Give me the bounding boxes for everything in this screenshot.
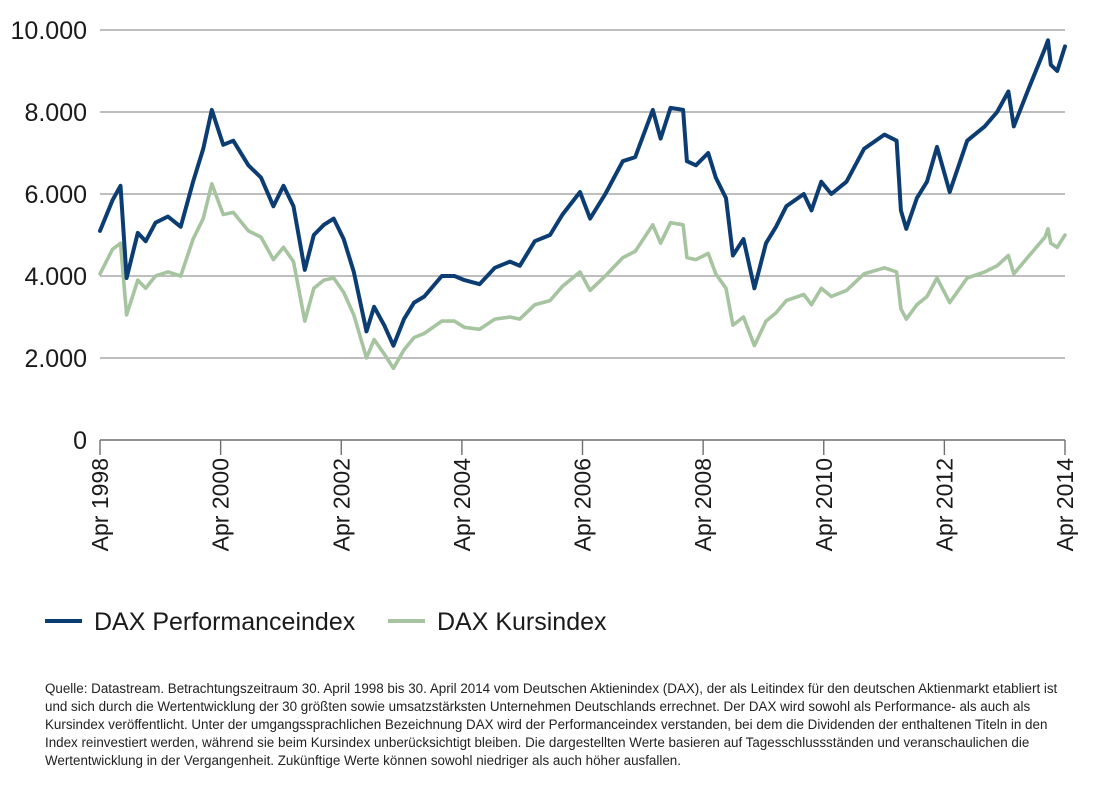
series-lines [98,38,1067,371]
x-tick-label: Apr 2014 [1052,458,1078,552]
x-tick-label: Apr 2004 [449,458,475,552]
x-tick-label: Apr 2010 [811,458,837,551]
x-tick-label: Apr 2000 [208,458,234,551]
y-tick-label: 2.000 [24,345,87,373]
legend-label-kurs: DAX Kursindex [437,608,607,636]
series-line-performance [98,38,1067,348]
y-tick-label: 8.000 [24,99,87,127]
x-tick-label: Apr 2008 [690,458,716,551]
legend-label-performance: DAX Performanceindex [94,608,356,636]
y-tick-label: 6.000 [24,181,87,209]
y-tick-label: 4.000 [24,263,87,291]
y-tick-label: 0 [73,427,87,455]
x-tick-label: Apr 1998 [87,458,113,551]
y-tick-label: 10.000 [11,17,87,45]
x-tick-label: Apr 2006 [570,458,596,551]
source-footnote: Quelle: Datastream. Betrachtungszeitraum… [45,681,1058,768]
x-axis: Apr 1998 Apr 2000 Apr 2002 Apr 2004 Apr 2006… [87,439,1078,552]
x-tick-label: Apr 2002 [328,458,354,551]
series-line-kurs [98,182,1067,371]
legend: DAX Performanceindex DAX Kursindex [45,608,607,636]
x-tick-label: Apr 2012 [931,458,957,551]
y-axis-ticks: 0 2.000 4.000 6.000 8.000 10.000 [11,17,87,455]
